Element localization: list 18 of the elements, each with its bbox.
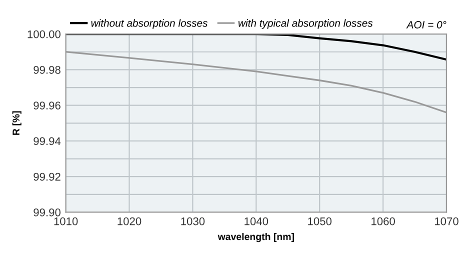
x-axis-title: wavelength [nm]: [218, 232, 294, 242]
x-tick-label: 1040: [244, 217, 268, 226]
x-tick-label: 1070: [434, 217, 458, 226]
x-tick-label: 1010: [54, 217, 78, 226]
y-tick-label: 99.92: [34, 172, 60, 181]
y-tick-label: 99.90: [34, 208, 61, 216]
y-tick-label: 100.00: [28, 30, 61, 38]
legend-label: without absorption losses: [91, 19, 208, 29]
text: AOI = 0°: [406, 21, 446, 28]
x-tick-label: 1060: [372, 217, 395, 226]
y-tick-label: 99.98: [34, 66, 60, 74]
y-axis-title: R [%]: [12, 111, 22, 135]
x-tick-label: 1020: [118, 217, 142, 226]
x-tick-label: 1050: [308, 217, 332, 226]
y-tick-label: 99.96: [34, 102, 60, 110]
legend-label: with typical absorption losses: [238, 19, 373, 29]
x-tick-label: 1030: [181, 217, 205, 226]
y-tick-label: 99.94: [34, 137, 61, 146]
